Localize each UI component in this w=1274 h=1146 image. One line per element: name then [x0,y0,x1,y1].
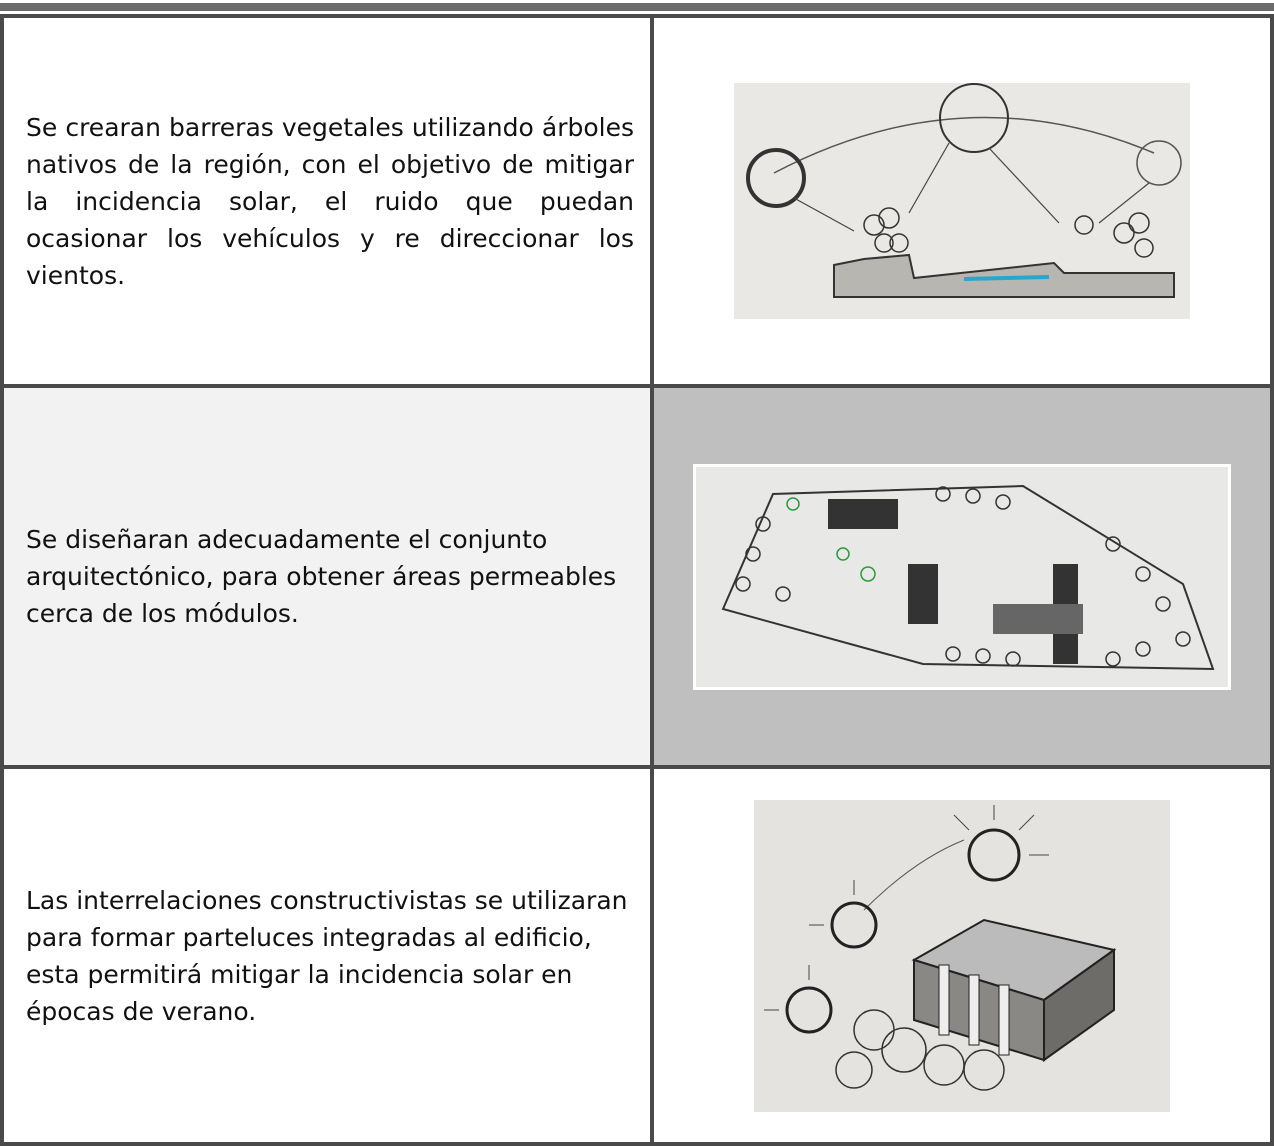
cell [650,14,1274,388]
cell [650,384,1274,769]
cell: Las interrelaciones constructivistas se … [0,765,654,1146]
sketch-plan [693,463,1231,690]
cell: Se crearan barreras vegetales utilizando… [0,14,654,388]
table: Se crearan barreras vegetales utilizando… [0,14,1274,1146]
cell-text: Las interrelaciones constructivistas se … [26,885,628,1026]
row: Las interrelaciones constructivistas se … [0,765,1274,1146]
row: Se crearan barreras vegetales utilizando… [0,14,1274,388]
row: Se diseñaran adecuadamente el conjunto a… [0,384,1274,769]
sketch-section [734,83,1190,319]
cell-text: Se crearan barreras vegetales utilizando… [26,112,634,290]
cell [650,765,1274,1146]
cell: Se diseñaran adecuadamente el conjunto a… [0,384,654,769]
top-rule [0,3,1274,11]
sketch-building [754,799,1170,1112]
cell-text: Se diseñaran adecuadamente el conjunto a… [26,525,617,628]
